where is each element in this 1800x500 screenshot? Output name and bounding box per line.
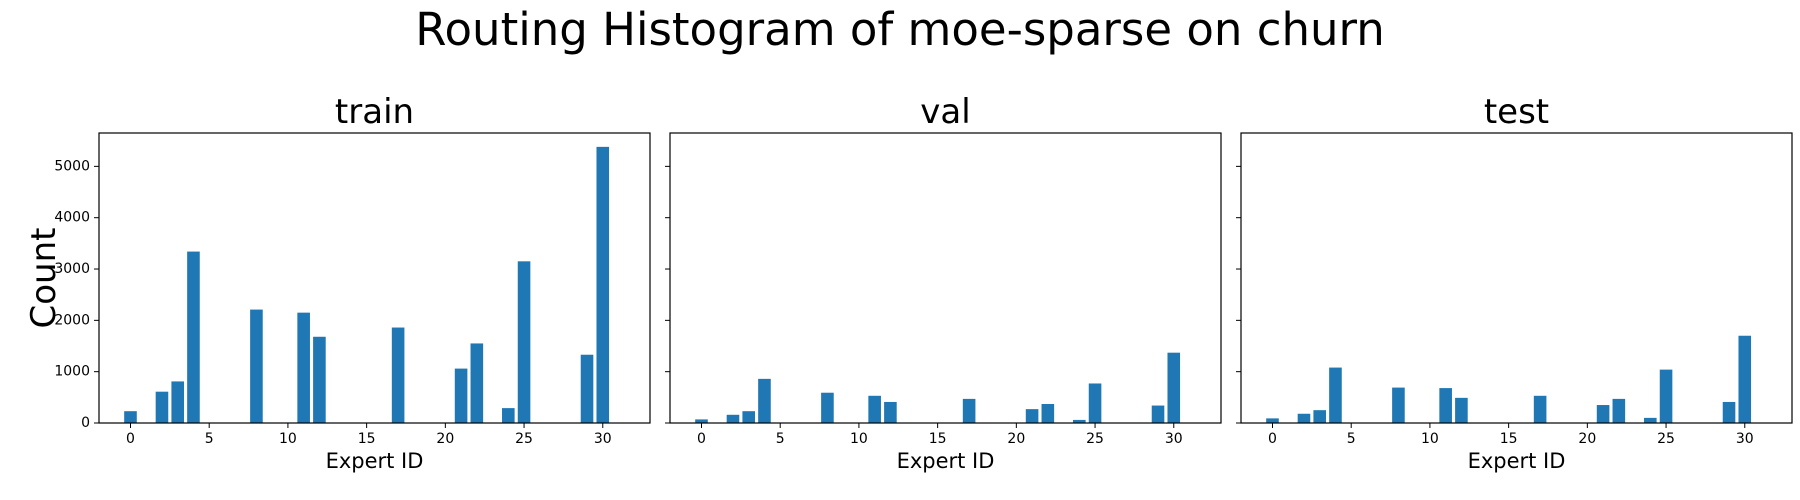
y-tick-label: 3000 [54,261,90,277]
x-tick-label: 25 [1086,431,1104,447]
bar-expert-4 [1329,367,1342,423]
bar-expert-21 [1596,405,1610,423]
plot-frame [1240,132,1793,424]
bar-expert-25 [1088,383,1102,423]
bar-expert-11 [1439,388,1452,423]
x-tick-label: 0 [697,431,706,447]
bar-expert-2 [1297,413,1311,423]
bar-expert-22 [1041,404,1055,423]
bar-expert-12 [1455,397,1468,423]
x-tick-label: 10 [279,431,297,447]
bar-expert-8 [250,309,263,423]
bar-expert-25 [1659,369,1673,423]
x-tick-label: 30 [1736,431,1754,447]
x-tick-label: 30 [1165,431,1183,447]
y-tick-label: 5000 [54,158,90,174]
x-tick-label: 15 [929,431,947,447]
x-tick-label: 0 [126,431,135,447]
bar-expert-17 [962,398,976,423]
bar-expert-25 [517,261,531,423]
bar-expert-4 [758,378,771,423]
bar-expert-4 [187,251,200,423]
bar-expert-17 [391,327,405,423]
x-tick-label: 20 [1007,431,1025,447]
bar-expert-30 [596,146,610,424]
bar-expert-24 [502,408,515,423]
bar-expert-24 [1073,419,1086,423]
x-tick-label: 25 [1657,431,1675,447]
x-axis-label: Expert ID [897,449,995,473]
x-tick-label: 30 [594,431,612,447]
plot-frame [98,132,651,424]
bar-expert-3 [742,411,756,423]
bar-expert-17 [1533,395,1547,423]
bar-expert-21 [1025,409,1039,423]
subplot-title: test [1484,92,1549,132]
bar-expert-3 [171,381,185,423]
bar-expert-11 [868,395,881,423]
x-tick-label: 5 [205,431,214,447]
y-tick-label: 4000 [54,210,90,226]
subplot-title: val [920,92,970,132]
x-tick-label: 20 [436,431,454,447]
x-tick-label: 10 [850,431,868,447]
subplot-train: 0 5 10 15 20 25 30 0 1000 2000 3000 4000 5000 train Ex… [54,92,651,473]
bar-expert-22 [1612,398,1626,423]
y-axis-label: Count [24,228,64,329]
x-tick-label: 5 [1347,431,1356,447]
bar-expert-2 [726,414,740,423]
bar-expert-11 [297,312,310,423]
bar-expert-29 [1151,405,1165,423]
x-tick-label: 25 [515,431,533,447]
bar-expert-8 [1392,387,1405,423]
x-axis-label: Expert ID [326,449,424,473]
y-tick-label: 1000 [54,364,90,380]
bar-expert-12 [313,336,326,423]
y-tick-label: 2000 [54,312,90,328]
bar-expert-0 [1266,418,1279,423]
x-tick-label: 5 [776,431,785,447]
bar-expert-12 [884,401,897,423]
plot-frame [669,132,1222,424]
subplot-test: 0 5 10 15 20 25 30 test Expert ID [1236,92,1793,473]
bar-expert-0 [124,411,137,423]
x-tick-label: 20 [1578,431,1596,447]
subplot-title: train [335,92,414,132]
y-tick-label: 0 [81,415,90,431]
bar-expert-24 [1644,417,1657,423]
bar-expert-21 [454,368,468,423]
bar-expert-3 [1313,410,1327,423]
subplot-val: 0 5 10 15 20 25 30 val Expert ID [665,92,1222,473]
bar-expert-2 [155,391,169,423]
x-tick-label: 15 [358,431,376,447]
x-tick-label: 0 [1268,431,1277,447]
x-tick-label: 15 [1500,431,1518,447]
x-tick-label: 10 [1421,431,1439,447]
bar-expert-30 [1167,352,1181,423]
bar-expert-22 [470,343,484,423]
figure-title: Routing Histogram of moe-sparse on churn [415,3,1385,56]
bar-expert-8 [821,392,834,423]
bar-expert-0 [695,419,708,423]
x-axis-label: Expert ID [1468,449,1566,473]
bar-expert-30 [1738,335,1752,423]
bar-expert-29 [1722,401,1736,423]
bar-expert-29 [580,354,594,423]
